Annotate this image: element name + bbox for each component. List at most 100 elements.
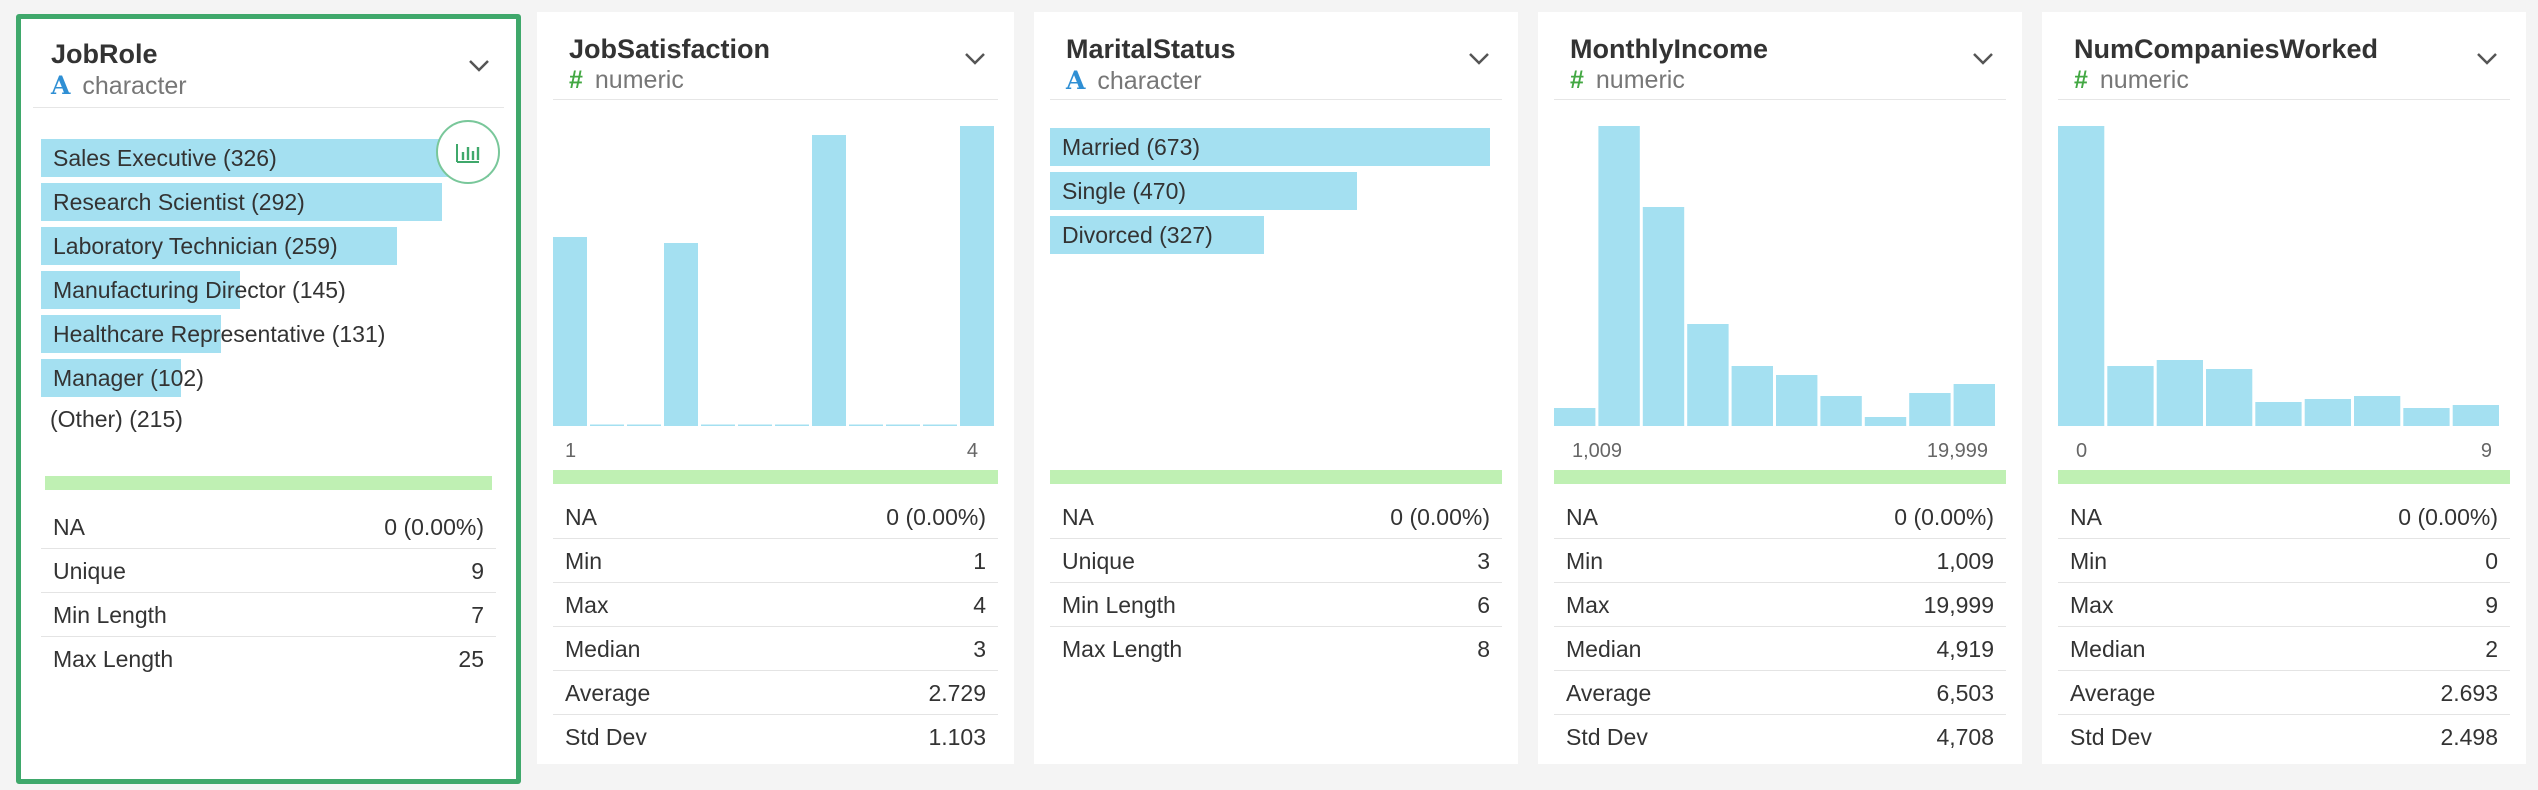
histogram-bar[interactable] [886,424,920,427]
stat-value: 9 [2485,592,2498,618]
stat-value: 1 [973,548,986,574]
histogram-bar[interactable] [812,135,846,426]
stat-row-unique: Unique 9 [41,549,496,593]
histogram-bar[interactable] [2304,399,2351,426]
stat-value: 3 [1477,548,1490,574]
category-bar-fill [1050,128,1490,166]
stat-label: Unique [1062,548,1135,574]
stat-label: Min Length [1062,592,1176,618]
histogram-bar[interactable] [960,126,994,426]
histogram-bar[interactable] [2206,369,2253,426]
histogram-bar[interactable] [2156,360,2203,426]
chevron-down-icon[interactable] [964,52,986,66]
stat-row-na: NA 0 (0.00%) [2058,495,2510,539]
column-card-monthlyincome[interactable]: MonthlyIncome # numeric 1,009 19,999 NA 0 … [1538,12,2022,764]
header-divider [553,99,998,100]
column-title: JobRole [51,39,158,69]
histogram-bar[interactable] [1642,207,1685,426]
column-title: MonthlyIncome [1570,34,1769,64]
histogram-bar[interactable] [1820,396,1862,426]
header-divider [33,107,504,108]
histogram-bar[interactable] [553,237,587,426]
histogram [1554,124,1995,426]
chevron-down-icon[interactable] [2476,52,2498,66]
stat-value: 0 [2485,548,2498,574]
stat-row-average: Average 6,503 [1554,671,2006,715]
card-header: NumCompaniesWorked # numeric [2042,12,2526,100]
histogram-bar[interactable] [2403,408,2450,426]
column-card-jobsatisfaction[interactable]: JobSatisfaction # numeric 1 4 NA 0 (0.00%)… [537,12,1014,764]
histogram-bar[interactable] [775,424,809,427]
category-bar[interactable]: Manager (102) [41,359,489,397]
stat-row-unique: Unique 3 [1050,539,1502,583]
axis-max-label: 19,999 [1926,440,1988,462]
stat-label: Std Dev [565,724,647,750]
stat-label: Median [565,636,641,662]
data-quality-bar [1050,470,1502,484]
histogram-bar[interactable] [1598,126,1640,426]
stat-label: NA [53,514,85,540]
histogram-bar[interactable] [2354,396,2401,426]
column-type: # numeric [569,66,684,95]
stat-label: NA [2070,504,2102,530]
histogram-bar[interactable] [2058,126,2105,426]
chart-view-button[interactable] [436,120,500,184]
stat-row-na: NA 0 (0.00%) [1554,495,2006,539]
stat-row-na: NA 0 (0.00%) [41,505,496,549]
stat-label: Max Length [53,646,174,672]
category-bar[interactable]: Manufacturing Director (145) [41,271,489,309]
stat-value: 25 [458,646,484,672]
numeric-type-icon: # [2074,66,2088,94]
histogram-bar[interactable] [849,424,883,427]
category-bar-label: Research Scientist (292) [53,189,305,215]
stat-row-min-length: Min Length 7 [41,593,496,637]
category-bar[interactable]: Single (470) [1050,172,1490,210]
stat-row-median: Median 4,919 [1554,627,2006,671]
histogram-bar[interactable] [1909,393,1951,426]
histogram-bar[interactable] [1554,408,1596,426]
category-bar-label: Sales Executive (326) [53,145,277,171]
histogram-bar[interactable] [2107,366,2154,426]
histogram-bar[interactable] [1687,324,1729,426]
histogram-bar[interactable] [1731,366,1773,426]
histogram-bar[interactable] [923,424,957,427]
stat-label: Min [565,548,603,574]
category-bar[interactable]: Research Scientist (292) [41,183,489,221]
stat-row-min: Min 1,009 [1554,539,2006,583]
chevron-down-icon[interactable] [1972,52,1994,66]
chevron-down-icon[interactable] [1468,52,1490,66]
histogram-bar[interactable] [664,243,698,426]
column-type-label: numeric [594,66,684,94]
stat-label: Median [2070,636,2146,662]
category-bar[interactable]: Married (673) [1050,128,1490,166]
category-bar[interactable]: Sales Executive (326) [41,139,489,177]
histogram-bar[interactable] [627,424,661,427]
stat-value: 6,503 [1936,680,1994,706]
histogram-bar[interactable] [1776,375,1818,426]
axis-max-label: 9 [2480,440,2492,462]
category-bar[interactable]: Healthcare Representative (131) [41,315,489,353]
histogram-bar[interactable] [738,424,772,427]
histogram-bar[interactable] [2452,405,2499,426]
column-type-label: character [82,72,187,100]
stat-row-max-length: Max Length 25 [41,637,496,680]
column-card-numcompaniesworked[interactable]: NumCompaniesWorked # numeric 0 9 NA 0 (0.0… [2042,12,2526,764]
header-divider [1050,99,1502,100]
stat-label: Average [2070,680,2156,706]
category-bar-fill [1050,172,1358,210]
category-bar[interactable]: Divorced (327) [1050,216,1490,254]
histogram-bar[interactable] [1864,417,1907,426]
histogram-bar[interactable] [701,424,735,427]
chevron-down-icon[interactable] [468,59,490,73]
stat-value: 4,919 [1936,636,1994,662]
category-bar[interactable]: Laboratory Technician (259) [41,227,489,265]
stat-row-average: Average 2.729 [553,671,998,715]
histogram-svg [1554,126,1995,426]
data-quality-bar [553,470,998,484]
histogram-bar[interactable] [590,424,624,427]
histogram-bar[interactable] [1953,384,1995,426]
histogram-bar[interactable] [2255,402,2302,426]
